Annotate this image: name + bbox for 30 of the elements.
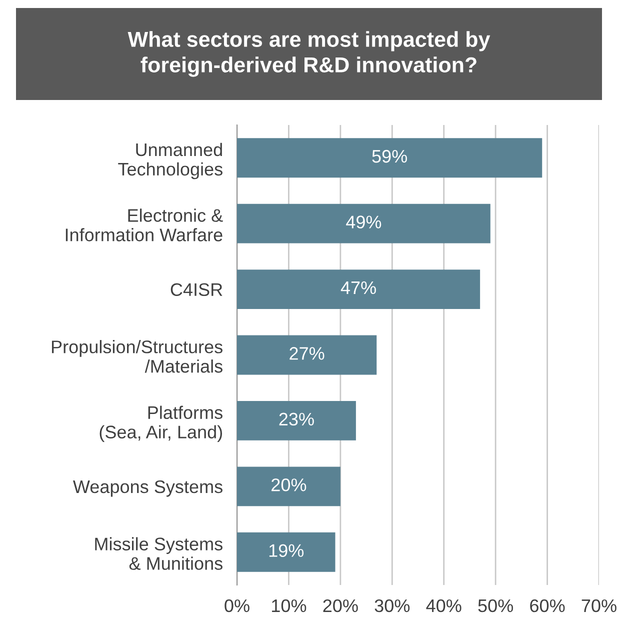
x-tick-label: 0% [224,599,250,612]
bar [237,466,340,506]
data-label: 47% [340,281,376,294]
x-tick-label: 60% [530,599,565,612]
x-tick-label: 10% [272,599,306,612]
data-label: 27% [290,347,324,360]
bar [237,138,542,178]
bar [237,335,377,375]
y-tick-label: Platforms (Sea, Air, Land) [100,406,222,442]
x-tick-label: 20% [323,599,358,612]
data-label: 23% [279,412,314,426]
y-tick-label: Unmanned Technologies [118,142,222,180]
x-tick-label: 70% [582,599,616,612]
y-tick-label: Weapons Systems [72,480,222,497]
x-tick-label: 50% [478,599,513,612]
y-tick-label: Electronic & Information Warfare [66,208,223,242]
y-tick-label: Missile Systems & Munitions [95,537,222,570]
x-tick-label: 30% [374,599,410,612]
data-label: 59% [372,150,407,163]
bar [237,204,490,244]
y-tick-label: Propulsion/Structures /Materials [52,340,222,373]
chart-title: What sectors are most impacted by foreign-derived R&D innovation? [128,31,490,77]
data-label: 19% [269,544,304,557]
bar [237,532,336,572]
data-label: 20% [272,478,306,492]
bar [237,401,356,440]
x-tick-label: 40% [426,599,462,612]
bar [237,270,480,309]
y-tick-label: C4ISR [170,283,222,296]
data-label: 49% [346,216,382,228]
